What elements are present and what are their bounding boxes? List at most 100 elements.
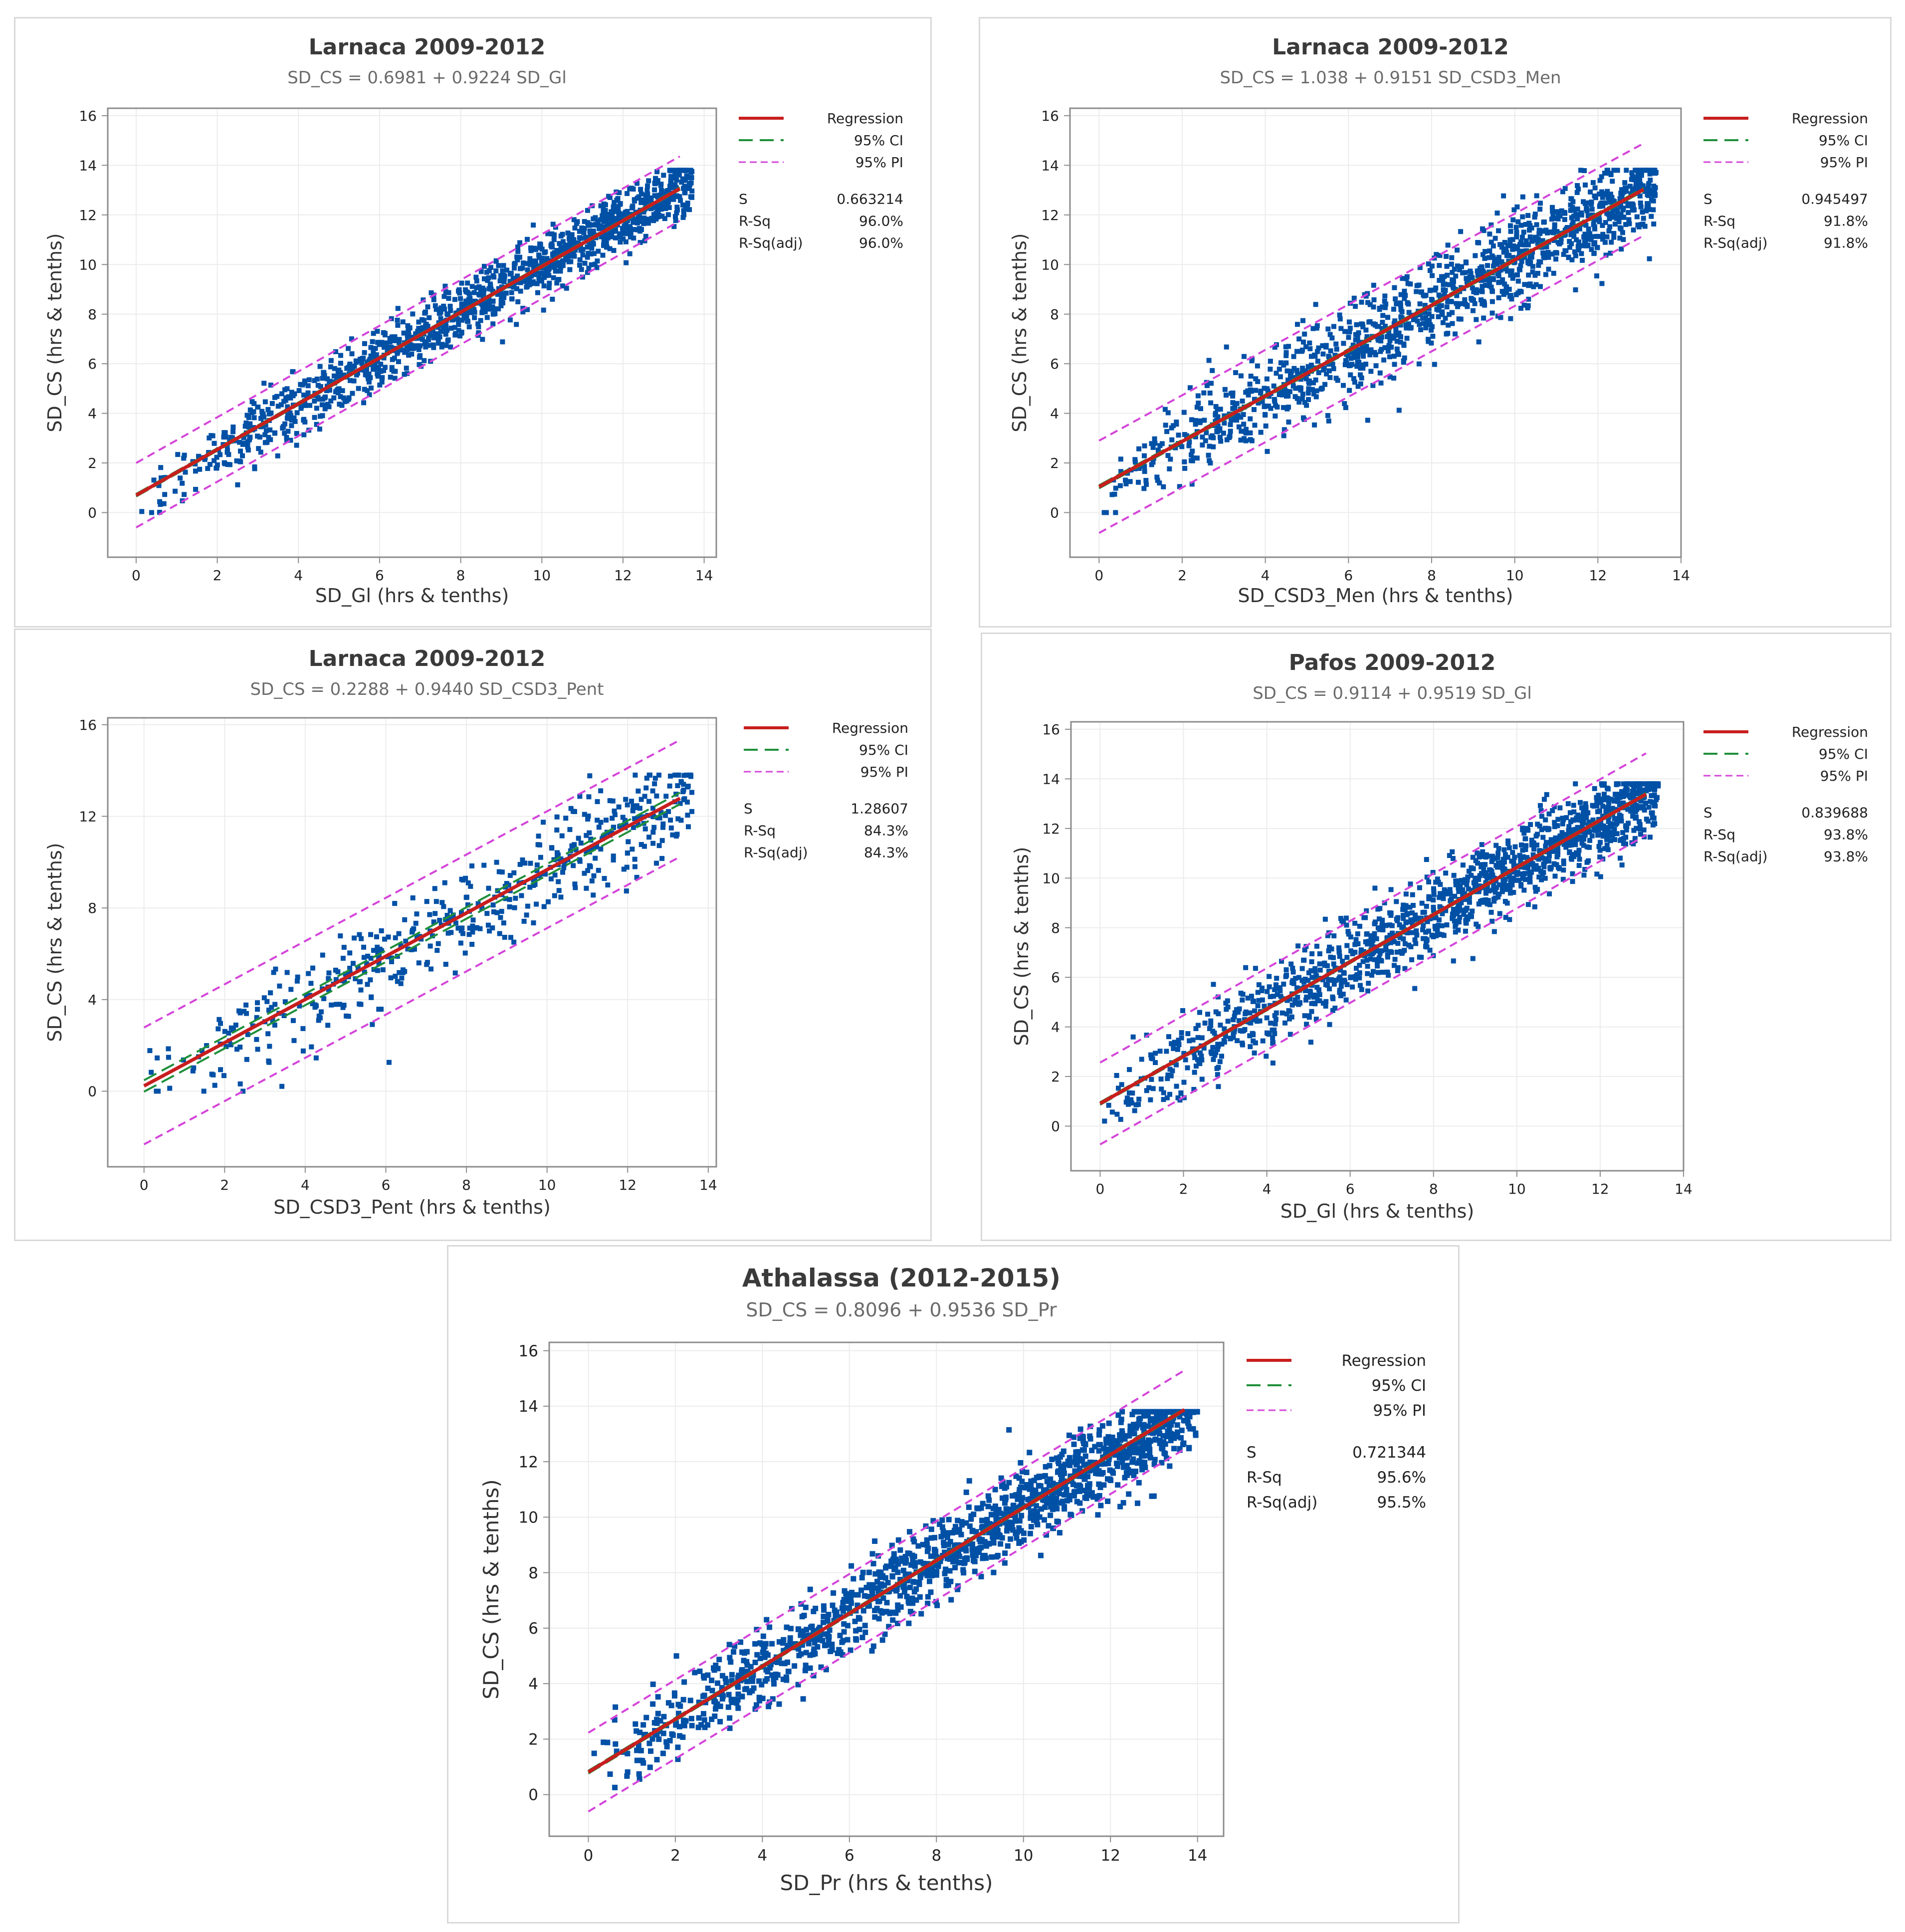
- data-point: [1602, 792, 1607, 797]
- data-point: [1425, 919, 1430, 924]
- data-point: [1394, 346, 1400, 352]
- data-point: [1465, 874, 1471, 880]
- data-point: [465, 280, 470, 286]
- data-point: [1281, 405, 1286, 410]
- data-point: [1326, 968, 1332, 974]
- data-point: [375, 944, 380, 950]
- data-point: [671, 224, 677, 229]
- data-point: [1547, 849, 1553, 854]
- data-point: [665, 212, 671, 217]
- data-point: [635, 788, 641, 794]
- data-point: [1148, 1097, 1153, 1102]
- data-point: [154, 1088, 159, 1094]
- data-point: [620, 231, 625, 236]
- data-point: [573, 885, 578, 890]
- data-point: [1493, 843, 1499, 848]
- data-point: [655, 194, 660, 200]
- data-point: [1651, 198, 1656, 204]
- data-point: [681, 208, 686, 214]
- data-point: [587, 830, 592, 836]
- data-point: [333, 349, 338, 355]
- data-point: [1637, 819, 1642, 825]
- data-point: [1272, 1031, 1277, 1037]
- data-point: [1244, 427, 1249, 432]
- data-point: [1627, 221, 1632, 226]
- data-point: [490, 925, 495, 931]
- data-point: [1600, 195, 1605, 200]
- data-point: [1638, 798, 1644, 804]
- data-point: [498, 915, 503, 920]
- data-point: [494, 910, 500, 915]
- data-point: [515, 249, 521, 254]
- legend-pi-label: 95% PI: [860, 764, 908, 780]
- data-point: [182, 492, 187, 497]
- data-point: [546, 267, 551, 272]
- data-point: [1395, 351, 1401, 356]
- data-point: [1161, 484, 1166, 489]
- data-point: [292, 391, 297, 397]
- data-point: [1177, 484, 1182, 489]
- data-point: [841, 1629, 847, 1635]
- data-point: [1529, 225, 1534, 231]
- data-point: [1216, 1044, 1221, 1049]
- data-point: [1249, 994, 1254, 999]
- chart-panel-4: Pafos 2009-2012 SD_CS = 0.9114 + 0.9519 S…: [981, 633, 1892, 1241]
- data-point: [585, 220, 591, 225]
- data-point: [401, 330, 407, 336]
- data-point: [1222, 1040, 1227, 1045]
- data-point: [1520, 854, 1526, 859]
- data-point: [1165, 453, 1171, 458]
- data-point: [1573, 781, 1578, 787]
- data-point: [1647, 256, 1652, 261]
- data-point: [1516, 266, 1522, 272]
- data-point: [1343, 915, 1349, 921]
- data-point: [1524, 863, 1529, 868]
- data-point: [1404, 336, 1410, 341]
- data-point: [1518, 239, 1524, 244]
- data-point: [1219, 1054, 1224, 1059]
- data-point: [1219, 1041, 1225, 1047]
- y-tick-label: 2: [1050, 455, 1059, 471]
- data-point: [1119, 1082, 1124, 1087]
- data-point: [374, 934, 379, 940]
- data-point: [167, 1085, 173, 1091]
- data-point: [571, 217, 577, 222]
- data-point: [1561, 867, 1566, 873]
- data-point: [1483, 897, 1488, 902]
- data-point: [1592, 185, 1598, 191]
- data-point: [515, 299, 521, 304]
- data-point: [1520, 826, 1525, 831]
- data-point: [1567, 244, 1572, 250]
- data-point: [341, 945, 347, 950]
- data-point: [1403, 322, 1409, 328]
- data-point: [300, 1026, 306, 1031]
- data-point: [392, 336, 398, 341]
- data-point: [1557, 805, 1563, 811]
- data-point: [1431, 892, 1437, 897]
- data-point: [654, 793, 659, 799]
- data-point: [539, 259, 544, 265]
- data-point: [1581, 243, 1586, 248]
- data-point: [1234, 1007, 1240, 1012]
- data-point: [1424, 857, 1429, 862]
- data-point: [424, 899, 429, 904]
- data-point: [1445, 272, 1450, 278]
- data-point: [1427, 268, 1433, 273]
- data-point: [265, 407, 271, 412]
- data-point: [343, 971, 348, 977]
- data-point: [607, 246, 613, 251]
- data-point: [1551, 270, 1556, 276]
- stat-rsq-value: 93.8%: [1824, 827, 1868, 843]
- data-point: [593, 856, 598, 861]
- data-point: [638, 191, 644, 197]
- data-point: [682, 190, 688, 196]
- data-point: [404, 365, 409, 371]
- data-point: [1223, 393, 1229, 398]
- data-point: [333, 967, 338, 973]
- data-point: [1383, 324, 1388, 329]
- data-point: [1488, 284, 1494, 290]
- data-point: [500, 339, 505, 345]
- data-point: [255, 1000, 260, 1006]
- data-point: [1615, 209, 1620, 215]
- data-point: [1652, 189, 1657, 194]
